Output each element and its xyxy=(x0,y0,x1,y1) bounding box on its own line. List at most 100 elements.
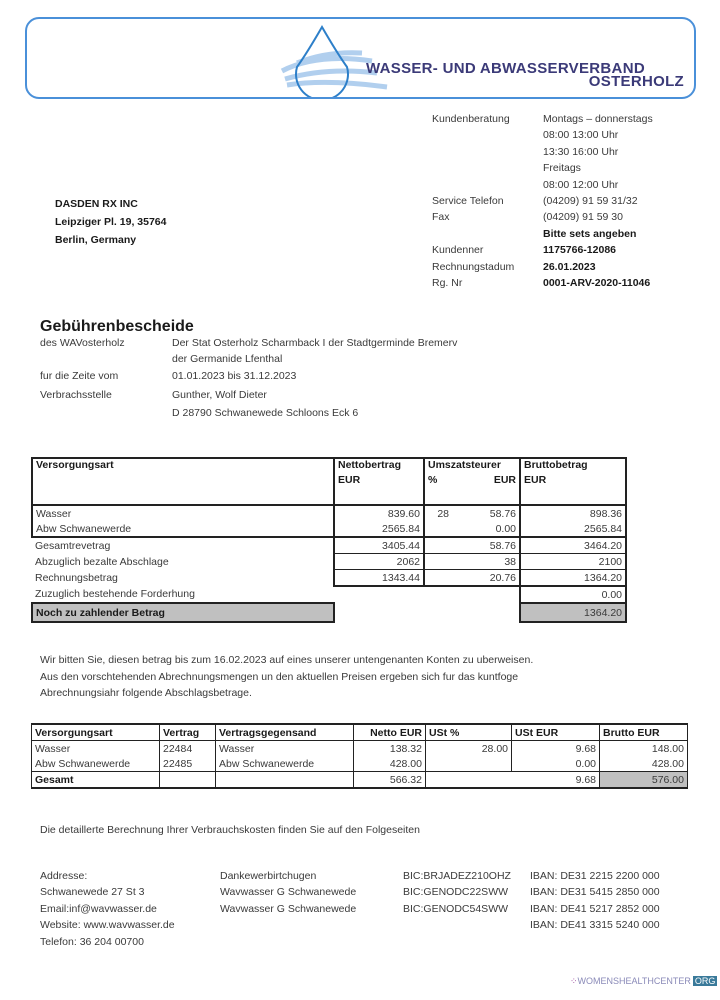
table-cell: 3405.44 xyxy=(333,537,424,554)
table-total-row: Gesamt 566.32 9.68 576.00 xyxy=(31,771,688,789)
table-cell xyxy=(423,537,452,554)
table-cell: 1343.44 xyxy=(333,569,424,587)
table-cell: 566.32 xyxy=(353,771,426,789)
installment-table: Versorgungsart Vertrag Vertragsgegensand Ne… xyxy=(31,723,688,789)
column-header: Versorgungsart xyxy=(31,457,334,474)
table-cell: 1364.20 xyxy=(519,569,628,587)
table-cell: 138.32 xyxy=(353,740,426,756)
table-cell: Abzuglich bezalte Abschlage xyxy=(35,555,169,568)
info-value: 1175766-12086 xyxy=(543,244,616,257)
info-value: 08:00 12:00 Uhr xyxy=(543,178,619,191)
table-header-row: Versorgungsart Nettobertrag Umszatsteurer B… xyxy=(31,457,628,474)
table-cell xyxy=(424,586,452,603)
table-cell xyxy=(425,756,512,772)
recipient-street: Leipziger Pl. 19, 35764 xyxy=(55,216,167,228)
column-header: USt % xyxy=(425,723,512,741)
footer-text: BIC:BRJADEZ210OHZ xyxy=(403,870,511,882)
detail-note: Die detaillerte Berechnung Ihrer Verbrau… xyxy=(40,824,420,836)
footer-text: Wavwasser G Schwanewede xyxy=(220,886,357,899)
fee-table: Versorgungsart Nettobertrag Umszatsteurer B… xyxy=(31,457,628,623)
column-subheader: EUR xyxy=(452,474,521,506)
info-label: Service Telefon xyxy=(432,195,504,207)
notice-label: des WAVosterholz xyxy=(40,337,125,349)
info-label: Rechnungstadum xyxy=(432,260,515,273)
table-cell: Abw Schwanewerde xyxy=(31,521,334,538)
table-cell xyxy=(423,553,452,570)
table-cell: 1364.20 xyxy=(519,603,628,623)
table-cell: 2565.84 xyxy=(333,521,424,538)
column-header: Umszatsteurer xyxy=(422,457,521,474)
dots-icon: ⁘ xyxy=(570,976,578,986)
recipient-city: Berlin, Germany xyxy=(55,234,137,246)
footer-text: Schwanewede 27 St 3 xyxy=(40,886,145,899)
footer-text: Addresse: xyxy=(40,870,88,882)
footer-text: IBAN: DE31 2215 2200 000 xyxy=(530,870,660,882)
table-cell: 58.76 xyxy=(489,507,517,520)
table-cell: 148.00 xyxy=(599,740,688,756)
table-cell: Wasser xyxy=(31,740,160,756)
table-cell: 28.00 xyxy=(425,740,512,756)
table-cell: Abw Schwanewerde xyxy=(215,756,354,772)
column-subheader: EUR xyxy=(519,474,628,506)
footer-text: Wavwasser G Schwanewede xyxy=(220,902,357,915)
column-header: Bruttobetrag xyxy=(519,457,628,474)
table-cell: 0.00 xyxy=(519,586,628,604)
table-cell: 38 xyxy=(452,553,521,570)
table-cell: 9.68 xyxy=(425,771,600,789)
table-cell: Wasser xyxy=(31,505,334,521)
watermark: ⁘WOMENSHEALTHCENTER ORG xyxy=(570,976,718,987)
table-cell xyxy=(452,586,520,603)
table-cell: 428.00 xyxy=(353,756,426,772)
notice-value: der Germanide Lfenthal xyxy=(172,353,283,365)
table-cell: 898.36 xyxy=(519,505,628,521)
table-row: Rechnungsbetrag 1343.44 20.76 1364.20 xyxy=(32,569,628,587)
notice-label: fur die Zeite vom xyxy=(40,370,119,382)
letterhead: WASSER- UND ABWASSERVERBAND OSTERHOLZ xyxy=(25,17,696,99)
notice-value: D 28790 Schwanewede Schloons Eck 6 xyxy=(172,407,359,419)
table-cell xyxy=(159,771,216,789)
table-cell: Gesamt xyxy=(31,771,160,789)
column-header: Vertragsgegensand xyxy=(215,723,354,741)
table-cell: 576.00 xyxy=(599,771,688,789)
table-row: Wasser 839.60 28 58.76 898.36 xyxy=(31,505,628,521)
table-row: Abw Schwanewerde 22485 Abw Schwanewerde 428… xyxy=(31,756,688,772)
footer-text: BIC:GENODC54SWW xyxy=(403,902,509,915)
info-label: Kundenner xyxy=(432,244,484,257)
table-cell: Rechnungsbetrag xyxy=(35,571,118,584)
info-value: Freitags xyxy=(543,162,581,175)
info-value: 13:30 16:00 Uhr xyxy=(543,145,619,158)
table-header-row: Versorgungsart Vertrag Vertragsgegensand Ne… xyxy=(31,723,688,741)
org-name-city: OSTERHOLZ xyxy=(588,73,684,90)
column-header: Nettobertrag xyxy=(333,457,424,474)
table-cell xyxy=(424,603,452,622)
table-cell: 20.76 xyxy=(452,569,521,587)
paragraph-line: Aus den vorschtehenden Abrechnungsmengen… xyxy=(40,670,519,683)
footer-text: Dankewerbirtchugen xyxy=(220,870,317,882)
table-cell: 22484 xyxy=(159,740,216,756)
table-cell xyxy=(423,569,452,587)
table-cell xyxy=(452,603,520,622)
watermark-text: WOMENSHEALTHCENTER xyxy=(577,976,691,986)
footer-text: Email:inf@wavwasser.de xyxy=(40,902,157,915)
paragraph-line: Abrechnungsiahr folgende Abschlagsbetrag… xyxy=(40,687,252,699)
footer-text: BIC:GENODC22SWW xyxy=(403,886,509,899)
column-header: Versorgungsart xyxy=(31,723,160,741)
table-cell: 3464.20 xyxy=(519,537,628,554)
table-cell xyxy=(423,521,452,538)
info-value: (04209) 91 59 31/32 xyxy=(543,195,638,207)
org-name: WASSER- UND ABWASSERVERBAND xyxy=(366,60,645,77)
table-cell: 2062 xyxy=(333,553,424,570)
footer-text: IBAN: DE41 5217 2852 000 xyxy=(530,902,660,915)
table-cell: Gesamtrevetrag xyxy=(35,539,111,552)
info-value: (04209) 91 59 30 xyxy=(543,211,623,224)
info-value: Bitte sets angeben xyxy=(543,227,637,240)
footer-text: IBAN: DE41 3315 5240 000 xyxy=(530,919,660,932)
column-header: Netto EUR xyxy=(353,723,426,741)
column-subheader: EUR xyxy=(333,474,424,506)
table-row: Abzuglich bezalte Abschlage 2062 38 2100 xyxy=(32,553,628,570)
recipient-name: DASDEN RX INC xyxy=(55,198,138,210)
notice-value: 01.01.2023 bis 31.12.2023 xyxy=(172,370,297,382)
table-cell: Noch zu zahlender Betrag xyxy=(31,602,335,623)
table-cell xyxy=(215,771,354,789)
table-cell: Zuzuglich bestehende Forderhung xyxy=(35,588,195,600)
